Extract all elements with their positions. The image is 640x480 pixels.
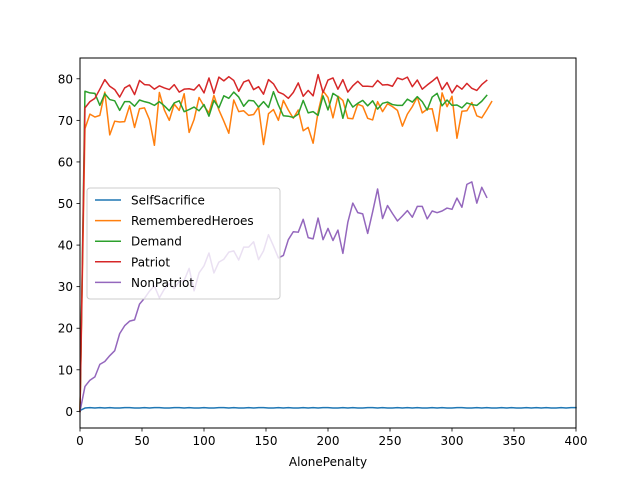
- y-tick-label: 70: [58, 114, 73, 128]
- y-tick-label: 50: [58, 197, 73, 211]
- y-tick-label: 80: [58, 72, 73, 86]
- series-line-selfsacrifice: [78, 406, 577, 412]
- y-tick-label: 60: [58, 155, 73, 169]
- x-tick-label: 100: [193, 434, 216, 448]
- legend-label: Demand: [131, 235, 182, 249]
- x-tick-label: 400: [565, 434, 588, 448]
- series-line-demand: [79, 90, 488, 413]
- legend-box: [86, 187, 281, 300]
- series-line-patriot: [79, 73, 488, 413]
- y-tick-label: 0: [65, 405, 73, 419]
- x-tick-label: 300: [441, 434, 464, 448]
- x-tick-label: 350: [503, 434, 526, 448]
- legend-label: SelfSacrifice: [131, 194, 205, 208]
- legend: SelfSacrifice RememberedHeroes Demand Patri…: [86, 187, 281, 300]
- x-tick-label: 0: [76, 434, 84, 448]
- y-tick-label: 40: [58, 239, 73, 253]
- x-axis-ticks: 0 50 100 150 200 250 300 350 400: [76, 428, 587, 448]
- x-tick-label: 150: [255, 434, 278, 448]
- y-tick-label: 10: [58, 363, 73, 377]
- x-tick-label: 50: [134, 434, 149, 448]
- series-line-rememberedheroes: [79, 90, 493, 413]
- legend-label: NonPatriot: [131, 276, 194, 290]
- legend-label: RememberedHeroes: [131, 214, 254, 228]
- x-tick-label: 200: [317, 434, 340, 448]
- y-tick-label: 20: [58, 322, 73, 336]
- x-tick-label: 250: [379, 434, 402, 448]
- y-tick-label: 30: [58, 280, 73, 294]
- series-layer: [78, 73, 577, 413]
- y-axis-ticks: 0 10 20 30 40 50 60 70 80: [58, 72, 80, 419]
- x-axis-label: AlonePenalty: [289, 455, 367, 469]
- legend-label: Patriot: [131, 255, 170, 269]
